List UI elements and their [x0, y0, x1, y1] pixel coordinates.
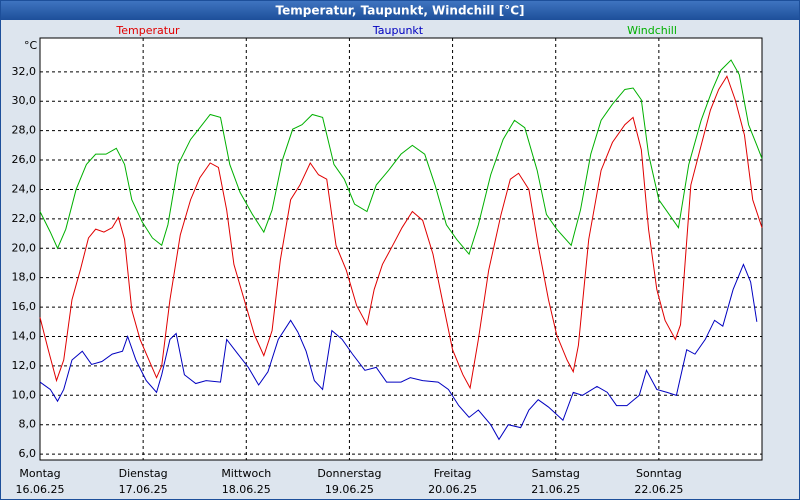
x-tick-date: 16.06.25 [16, 483, 65, 496]
legend-entry: Temperatur [115, 24, 180, 37]
x-tick-label: Freitag [434, 467, 472, 480]
x-tick-date: 19.06.25 [325, 483, 374, 496]
y-tick-label: 10,0 [12, 388, 37, 401]
y-tick-label: 20,0 [12, 241, 37, 254]
y-tick-label: 14,0 [12, 329, 37, 342]
x-tick-date: 20.06.25 [428, 483, 477, 496]
x-tick-label: Mittwoch [221, 467, 271, 480]
y-tick-label: 24,0 [12, 182, 37, 195]
x-tick-date: 17.06.25 [119, 483, 168, 496]
y-tick-label: 6,0 [19, 447, 37, 460]
x-tick-date: 21.06.25 [531, 483, 580, 496]
x-tick-date: 22.06.25 [634, 483, 683, 496]
title-bar [1, 1, 799, 20]
y-tick-label: 16,0 [12, 300, 37, 313]
x-tick-label: Donnerstag [317, 467, 381, 480]
x-tick-label: Sonntag [636, 467, 682, 480]
y-tick-label: 12,0 [12, 359, 37, 372]
y-tick-label: 28,0 [12, 124, 37, 137]
y-tick-label: 26,0 [12, 153, 37, 166]
y-tick-label: 8,0 [19, 418, 37, 431]
legend-entry: Windchill [627, 24, 677, 37]
y-tick-label: 22,0 [12, 212, 37, 225]
plot-area [39, 37, 763, 461]
legend-entry: Taupunkt [372, 24, 424, 37]
series-line [39, 263, 758, 441]
series-line [39, 59, 763, 256]
y-tick-label: 30,0 [12, 94, 37, 107]
y-tick-label: 18,0 [12, 271, 37, 284]
series-line [39, 75, 763, 390]
y-tick-label: 32,0 [12, 65, 37, 78]
x-tick-date: 18.06.25 [222, 483, 271, 496]
x-tick-label: Dienstag [119, 467, 168, 480]
x-tick-label: Samstag [532, 467, 580, 480]
chart-title: Temperatur, Taupunkt, Windchill [°C] [276, 4, 525, 18]
x-tick-label: Montag [19, 467, 60, 480]
y-axis-label: °C [24, 39, 38, 52]
